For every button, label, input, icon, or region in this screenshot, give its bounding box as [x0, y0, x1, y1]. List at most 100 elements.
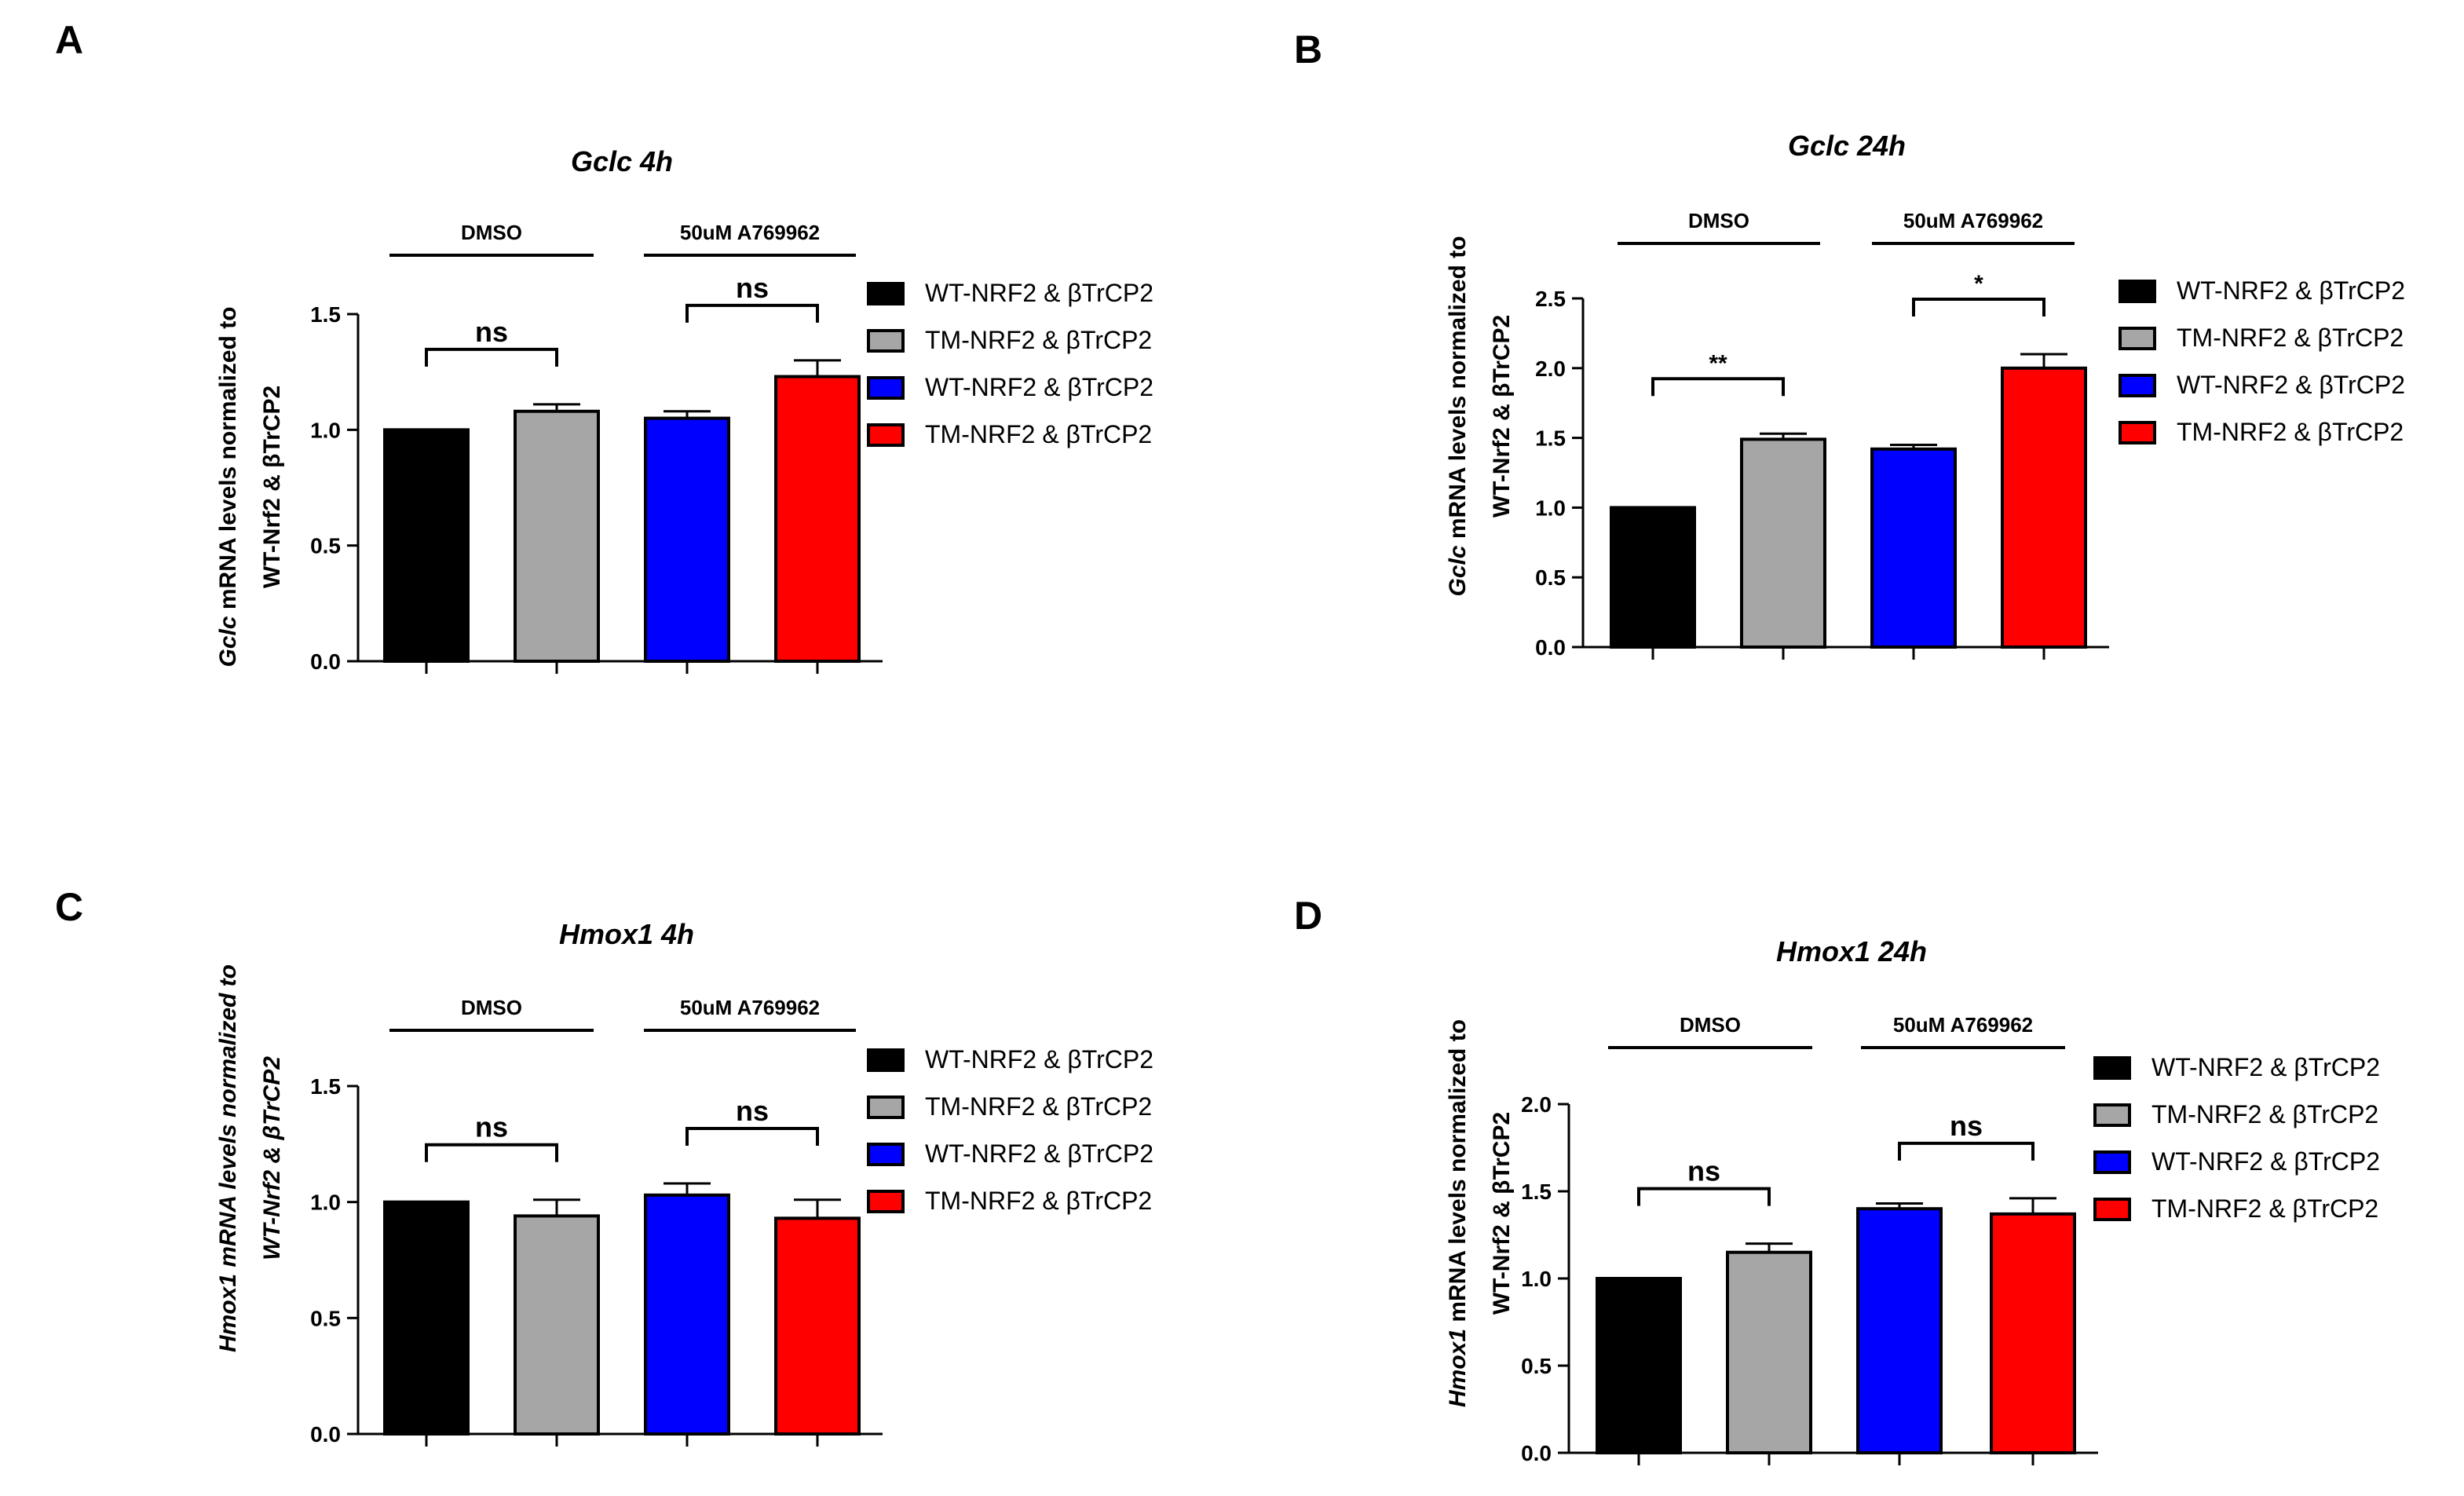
panel-letter: B	[1294, 27, 1322, 71]
y-tick-label: 0.5	[1521, 1354, 1552, 1378]
legend-swatch	[867, 1095, 905, 1119]
group-label: DMSO	[1688, 209, 1749, 232]
legend-swatch	[867, 423, 905, 447]
significance-label: ns	[1950, 1110, 1983, 1142]
y-axis-label-gene: Gclc	[1445, 545, 1471, 596]
y-tick-label: 0.0	[1521, 1441, 1552, 1465]
y-tick-label: 2.0	[1535, 357, 1566, 381]
panel-d: D Hmox1 24h Hmox1 mRNA levels normalized t…	[1294, 894, 2380, 1465]
y-axis-label-gene: Hmox1 mRNA levels normalized to	[215, 964, 241, 1352]
legend-label: TM-NRF2 & βTrCP2	[2177, 324, 2404, 352]
legend-swatch	[2119, 421, 2156, 444]
chart-title: Hmox1 4h	[559, 918, 694, 950]
y-tick-label: 1.5	[310, 1074, 341, 1099]
significance-label: **	[1709, 350, 1727, 376]
y-tick-label: 0.0	[310, 1422, 341, 1447]
bar	[514, 409, 600, 663]
y-axis-label-line2: WT-Nrf2 & βTrCP2	[259, 1056, 285, 1260]
bar	[1870, 447, 1957, 649]
y-tick-label: 2.5	[1535, 287, 1566, 311]
panel-b: B Gclc 24h Gclc mRNA levels normalized to W…	[1294, 27, 2405, 660]
significance-bracket	[1898, 1141, 2034, 1161]
y-tick-label: 0.5	[310, 534, 341, 558]
panel-letter: D	[1294, 894, 1322, 938]
legend-label: WT-NRF2 & βTrCP2	[925, 1139, 1153, 1168]
bar	[1990, 1212, 2076, 1454]
group-label: DMSO	[1680, 1013, 1741, 1037]
y-tick-label: 2.0	[1521, 1092, 1552, 1117]
bar	[1726, 1250, 1812, 1454]
y-tick-label: 0.0	[1535, 635, 1566, 660]
y-axis-label-line2: WT-Nrf2 & βTrCP2	[259, 386, 285, 588]
bar	[644, 1193, 730, 1436]
legend-swatch	[2093, 1198, 2131, 1221]
legend-swatch	[2119, 374, 2156, 397]
bar	[1596, 1277, 1682, 1454]
y-axis-label-text: mRNA levels normalized to	[215, 306, 241, 616]
y-tick-label: 1.0	[310, 418, 341, 442]
y-axis-label-line1: Hmox1 mRNA levels normalized to	[215, 964, 241, 1352]
y-tick-label: 0.5	[1535, 565, 1566, 590]
y-axis-label-gene: Hmox1	[1445, 1329, 1471, 1407]
legend-swatch	[867, 329, 905, 353]
significance-bracket	[685, 1127, 819, 1147]
group-label: DMSO	[461, 221, 522, 244]
legend-swatch	[867, 1048, 905, 1072]
bar	[1740, 437, 1826, 649]
group-label: DMSO	[461, 996, 522, 1019]
significance-label: ns	[736, 272, 769, 304]
y-tick-label: 1.0	[1521, 1267, 1552, 1291]
legend-swatch	[867, 282, 905, 305]
legend-label: WT-NRF2 & βTrCP2	[2151, 1053, 2380, 1081]
bar	[1610, 506, 1696, 649]
group-label: 50uM A769962	[1893, 1013, 2033, 1037]
y-tick-label: 1.5	[1535, 426, 1566, 451]
significance-bracket	[425, 1143, 558, 1162]
legend-swatch	[867, 376, 905, 400]
legend-swatch	[2093, 1103, 2131, 1127]
group-label: 50uM A769962	[680, 221, 820, 244]
bar	[514, 1214, 600, 1436]
legend-swatch	[867, 1190, 905, 1213]
y-axis-label-line2: WT-Nrf2 & βTrCP2	[1489, 315, 1515, 518]
significance-bracket	[1912, 298, 2045, 317]
legend-label: WT-NRF2 & βTrCP2	[2151, 1147, 2380, 1176]
y-tick-label: 1.5	[310, 302, 341, 327]
chart-title: Gclc 4h	[571, 145, 673, 177]
significance-label: ns	[475, 1111, 508, 1143]
chart-title: Hmox1 24h	[1776, 935, 1927, 967]
significance-label: *	[1974, 271, 1983, 297]
y-axis-label-line1: Hmox1 mRNA levels normalized to	[1445, 1019, 1471, 1407]
bar	[383, 1200, 470, 1436]
legend-swatch	[2119, 280, 2156, 303]
bar	[774, 375, 861, 663]
legend-label: WT-NRF2 & βTrCP2	[925, 1045, 1153, 1074]
y-tick-label: 1.5	[1521, 1180, 1552, 1204]
panel-letter: A	[55, 18, 83, 62]
legend-swatch	[867, 1143, 905, 1166]
legend-label: WT-NRF2 & βTrCP2	[2177, 371, 2405, 399]
y-axis-label-line1: Gclc mRNA levels normalized to	[215, 306, 241, 667]
legend-label: TM-NRF2 & βTrCP2	[925, 326, 1152, 354]
y-tick-label: 0.0	[310, 649, 341, 674]
y-axis-label-line2: WT-Nrf2 & βTrCP2	[1489, 1112, 1515, 1315]
significance-label: ns	[475, 316, 508, 348]
significance-bracket	[425, 347, 558, 367]
legend-label: TM-NRF2 & βTrCP2	[925, 420, 1152, 448]
legend-label: TM-NRF2 & βTrCP2	[925, 1187, 1152, 1215]
panel-a: A Gclc 4h Gclc mRNA levels normalized to WT…	[55, 18, 1153, 674]
significance-label: ns	[736, 1095, 769, 1127]
significance-bracket	[1651, 377, 1785, 397]
legend-swatch	[2119, 327, 2156, 350]
y-tick-label: 1.0	[1535, 496, 1566, 520]
y-axis-label-text: mRNA levels normalized to	[1445, 236, 1471, 545]
panel-c: C Hmox1 4h Hmox1 mRNA levels normalized to…	[55, 885, 1153, 1447]
legend-label: WT-NRF2 & βTrCP2	[925, 279, 1153, 307]
legend-label: TM-NRF2 & βTrCP2	[925, 1092, 1152, 1121]
legend-label: TM-NRF2 & βTrCP2	[2177, 418, 2404, 446]
group-label: 50uM A769962	[680, 996, 820, 1019]
panel-letter: C	[55, 885, 83, 929]
y-axis-label-line1: Gclc mRNA levels normalized to	[1445, 236, 1471, 596]
significance-label: ns	[1687, 1155, 1720, 1187]
y-axis-label-gene: Gclc	[215, 616, 241, 667]
